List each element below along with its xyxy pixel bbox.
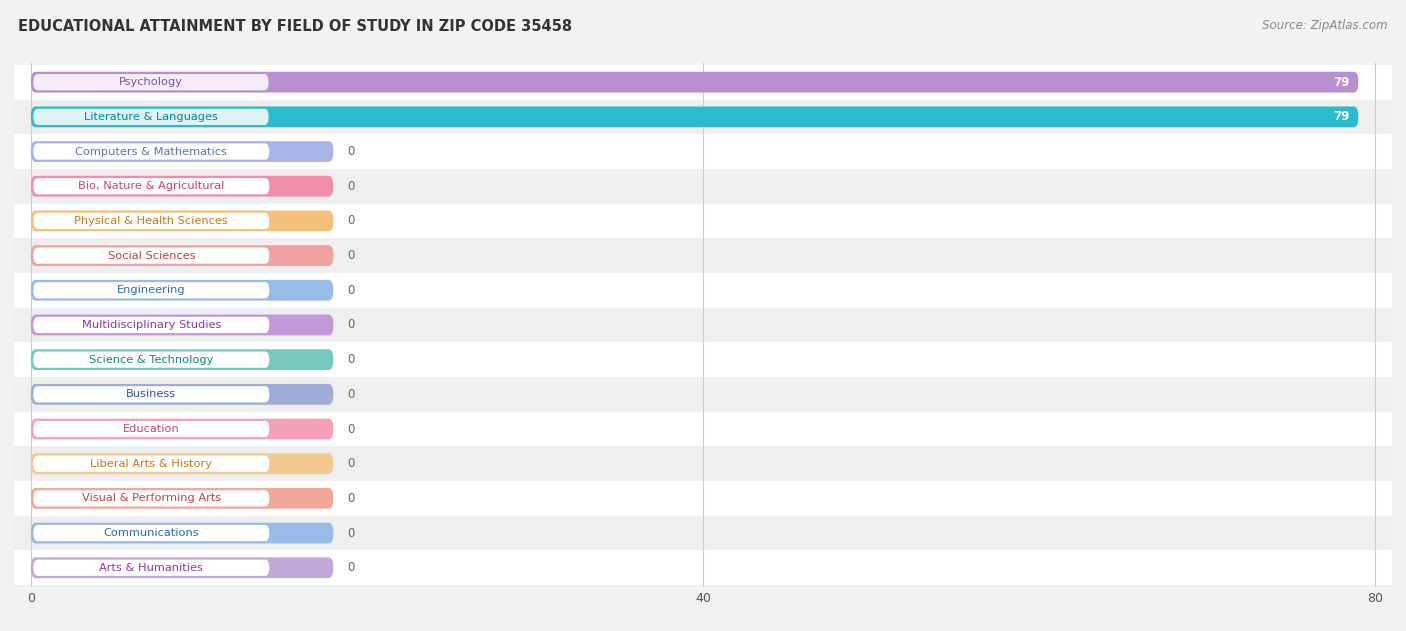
- Text: 0: 0: [347, 527, 354, 540]
- Text: Education: Education: [122, 424, 180, 434]
- Text: 0: 0: [347, 388, 354, 401]
- Text: 0: 0: [347, 423, 354, 435]
- FancyBboxPatch shape: [31, 384, 333, 404]
- Bar: [14, 377, 1392, 411]
- Text: Visual & Performing Arts: Visual & Performing Arts: [82, 493, 221, 504]
- Text: Arts & Humanities: Arts & Humanities: [100, 563, 204, 573]
- Text: Physical & Health Sciences: Physical & Health Sciences: [75, 216, 228, 226]
- Text: 0: 0: [347, 319, 354, 331]
- FancyBboxPatch shape: [34, 143, 270, 160]
- FancyBboxPatch shape: [31, 141, 333, 162]
- FancyBboxPatch shape: [34, 490, 270, 507]
- Text: Social Sciences: Social Sciences: [107, 251, 195, 261]
- Bar: [14, 204, 1392, 239]
- FancyBboxPatch shape: [34, 247, 270, 264]
- Text: EDUCATIONAL ATTAINMENT BY FIELD OF STUDY IN ZIP CODE 35458: EDUCATIONAL ATTAINMENT BY FIELD OF STUDY…: [18, 19, 572, 34]
- Text: 0: 0: [347, 249, 354, 262]
- Text: Multidisciplinary Studies: Multidisciplinary Studies: [82, 320, 221, 330]
- FancyBboxPatch shape: [31, 557, 333, 578]
- Bar: [14, 273, 1392, 308]
- Text: 79: 79: [1333, 110, 1350, 123]
- Text: Computers & Mathematics: Computers & Mathematics: [76, 146, 228, 156]
- FancyBboxPatch shape: [31, 349, 333, 370]
- Text: 0: 0: [347, 492, 354, 505]
- FancyBboxPatch shape: [31, 176, 333, 197]
- FancyBboxPatch shape: [34, 386, 270, 403]
- FancyBboxPatch shape: [34, 282, 270, 298]
- Text: Literature & Languages: Literature & Languages: [84, 112, 218, 122]
- Text: 0: 0: [347, 353, 354, 366]
- FancyBboxPatch shape: [34, 178, 270, 194]
- FancyBboxPatch shape: [31, 280, 333, 301]
- Text: Science & Technology: Science & Technology: [89, 355, 214, 365]
- Bar: [14, 516, 1392, 550]
- FancyBboxPatch shape: [31, 522, 333, 543]
- Bar: [14, 100, 1392, 134]
- Bar: [14, 446, 1392, 481]
- FancyBboxPatch shape: [34, 317, 270, 333]
- FancyBboxPatch shape: [34, 525, 270, 541]
- Bar: [14, 239, 1392, 273]
- FancyBboxPatch shape: [34, 560, 270, 576]
- Text: Business: Business: [127, 389, 176, 399]
- FancyBboxPatch shape: [34, 109, 269, 125]
- FancyBboxPatch shape: [31, 418, 333, 439]
- FancyBboxPatch shape: [31, 488, 333, 509]
- Bar: [14, 481, 1392, 516]
- Text: 79: 79: [1333, 76, 1350, 89]
- FancyBboxPatch shape: [31, 107, 1358, 127]
- Text: 0: 0: [347, 145, 354, 158]
- FancyBboxPatch shape: [31, 245, 333, 266]
- FancyBboxPatch shape: [31, 211, 333, 232]
- Text: Liberal Arts & History: Liberal Arts & History: [90, 459, 212, 469]
- FancyBboxPatch shape: [34, 74, 269, 90]
- FancyBboxPatch shape: [31, 72, 1358, 93]
- FancyBboxPatch shape: [34, 456, 270, 472]
- Text: 0: 0: [347, 561, 354, 574]
- Bar: [14, 411, 1392, 446]
- Text: 0: 0: [347, 284, 354, 297]
- FancyBboxPatch shape: [34, 351, 270, 368]
- FancyBboxPatch shape: [31, 315, 333, 335]
- Bar: [14, 169, 1392, 204]
- Text: 0: 0: [347, 180, 354, 192]
- Text: Psychology: Psychology: [120, 77, 183, 87]
- FancyBboxPatch shape: [31, 453, 333, 474]
- FancyBboxPatch shape: [34, 421, 270, 437]
- Bar: [14, 550, 1392, 585]
- Bar: [14, 308, 1392, 342]
- Text: Bio, Nature & Agricultural: Bio, Nature & Agricultural: [79, 181, 225, 191]
- Text: 0: 0: [347, 457, 354, 470]
- Bar: [14, 342, 1392, 377]
- Bar: [14, 65, 1392, 100]
- FancyBboxPatch shape: [34, 213, 270, 229]
- Text: 0: 0: [347, 215, 354, 227]
- Text: Communications: Communications: [104, 528, 200, 538]
- Bar: [14, 134, 1392, 169]
- Text: Engineering: Engineering: [117, 285, 186, 295]
- Text: Source: ZipAtlas.com: Source: ZipAtlas.com: [1263, 19, 1388, 32]
